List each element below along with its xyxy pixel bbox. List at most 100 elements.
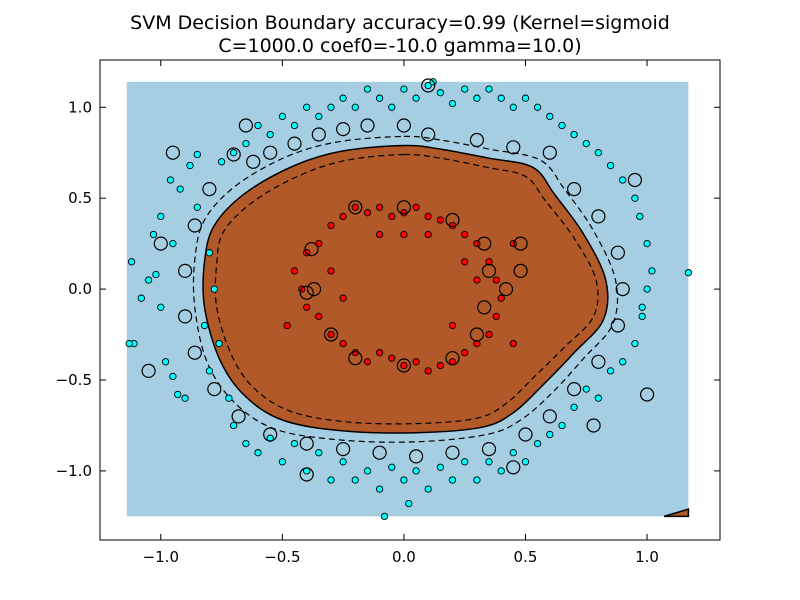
data-point-outer	[315, 449, 323, 457]
x-tick-label: 0.5	[514, 548, 538, 566]
data-point-outer	[546, 112, 554, 121]
data-point-inner	[473, 276, 481, 284]
data-point-outer	[570, 130, 578, 139]
support-vector-ring	[481, 442, 497, 457]
support-vector-ring	[477, 300, 492, 315]
data-point-outer	[485, 458, 493, 466]
data-point-outer	[205, 367, 214, 375]
data-point-outer	[315, 112, 323, 121]
data-point-outer	[169, 239, 177, 248]
data-point-outer	[436, 89, 445, 97]
data-point-outer	[161, 358, 170, 366]
data-point-outer	[181, 394, 189, 402]
data-point-outer	[594, 394, 603, 402]
data-point-outer	[533, 439, 542, 448]
data-point-inner	[436, 361, 445, 370]
data-point-outer	[363, 85, 372, 93]
data-point-outer	[400, 476, 408, 484]
data-point-outer	[448, 99, 457, 108]
data-point-outer	[193, 203, 201, 211]
data-point-inner	[339, 294, 347, 302]
data-point-outer	[473, 94, 481, 102]
data-point-outer	[351, 103, 359, 111]
data-point-outer	[636, 212, 644, 221]
data-point-inner	[509, 339, 517, 348]
data-point-outer	[242, 139, 250, 148]
chart-title: SVM Decision Boundary accuracy=0.99 (Ker…	[130, 12, 670, 34]
data-point-inner	[497, 294, 505, 302]
data-point-outer	[339, 458, 347, 466]
data-point-outer	[497, 94, 505, 102]
chart-subtitle: C=1000.0 coef0=-10.0 gamma=10.0)	[218, 35, 582, 57]
support-vector-ring	[202, 182, 217, 197]
data-point-outer	[125, 339, 133, 348]
support-vector-ring	[445, 212, 460, 228]
support-vector-ring	[586, 418, 601, 433]
y-tick-label: −0.5	[56, 371, 92, 389]
data-point-outer	[648, 267, 656, 275]
data-point-outer	[144, 276, 153, 284]
support-vector-ring	[231, 409, 246, 424]
data-point-outer	[290, 439, 299, 448]
support-vector-ring	[299, 436, 314, 451]
data-point-inner	[400, 209, 408, 217]
data-point-inner	[351, 203, 359, 211]
data-point-inner	[424, 230, 432, 239]
data-point-outer	[546, 430, 554, 439]
data-point-inner	[363, 358, 372, 366]
support-vector-ring	[348, 351, 363, 366]
support-vector-ring	[323, 327, 339, 342]
support-vector-ring	[348, 200, 363, 215]
data-point-outer	[363, 467, 372, 475]
data-point-outer	[375, 94, 384, 102]
data-point-outer	[521, 94, 530, 102]
support-vector-ring	[396, 118, 411, 133]
data-point-outer	[473, 476, 481, 484]
data-point-outer	[643, 285, 651, 293]
data-point-outer	[157, 303, 165, 311]
data-point-outer	[558, 121, 566, 130]
support-vector-ring	[610, 318, 626, 333]
support-vector-ring	[513, 236, 528, 251]
margin-inner	[214, 153, 599, 425]
x-tick-label: 1.0	[635, 548, 659, 566]
data-point-outer	[631, 339, 639, 348]
support-vector-ring	[542, 145, 557, 160]
y-tick-label: 0.0	[68, 280, 92, 298]
data-point-outer	[278, 458, 287, 466]
data-point-inner	[461, 258, 469, 266]
support-vector-ring	[445, 351, 460, 366]
data-point-inner	[424, 212, 432, 221]
support-vector-ring	[263, 427, 278, 442]
data-point-outer	[137, 294, 145, 302]
support-vector-ring	[165, 145, 180, 160]
data-point-outer	[186, 161, 194, 170]
data-point-outer	[327, 103, 335, 111]
data-point-outer	[533, 103, 542, 111]
data-point-outer	[582, 139, 590, 148]
data-point-inner	[339, 212, 347, 221]
y-tick-label: −1.0	[56, 462, 92, 480]
data-point-inner	[388, 212, 396, 221]
support-vector-ring	[627, 172, 643, 188]
data-point-outer	[521, 458, 530, 466]
support-vector-ring	[477, 236, 492, 251]
data-point-outer	[166, 176, 175, 184]
support-vector-ring	[566, 382, 582, 397]
data-point-inner	[315, 312, 323, 321]
data-point-inner	[283, 321, 291, 330]
data-point-outer	[230, 421, 238, 430]
data-point-outer	[174, 390, 182, 399]
data-point-inner	[509, 239, 517, 248]
data-point-outer	[157, 212, 165, 221]
support-vector-ring	[542, 409, 557, 424]
data-point-outer	[619, 176, 627, 184]
data-point-outer	[619, 358, 627, 366]
support-vector-ring	[187, 218, 202, 233]
support-vector-ring	[639, 387, 655, 402]
data-point-inner	[400, 361, 408, 370]
support-vector-ring	[178, 309, 193, 324]
data-point-outer	[242, 439, 250, 448]
data-point-inner	[388, 354, 396, 362]
